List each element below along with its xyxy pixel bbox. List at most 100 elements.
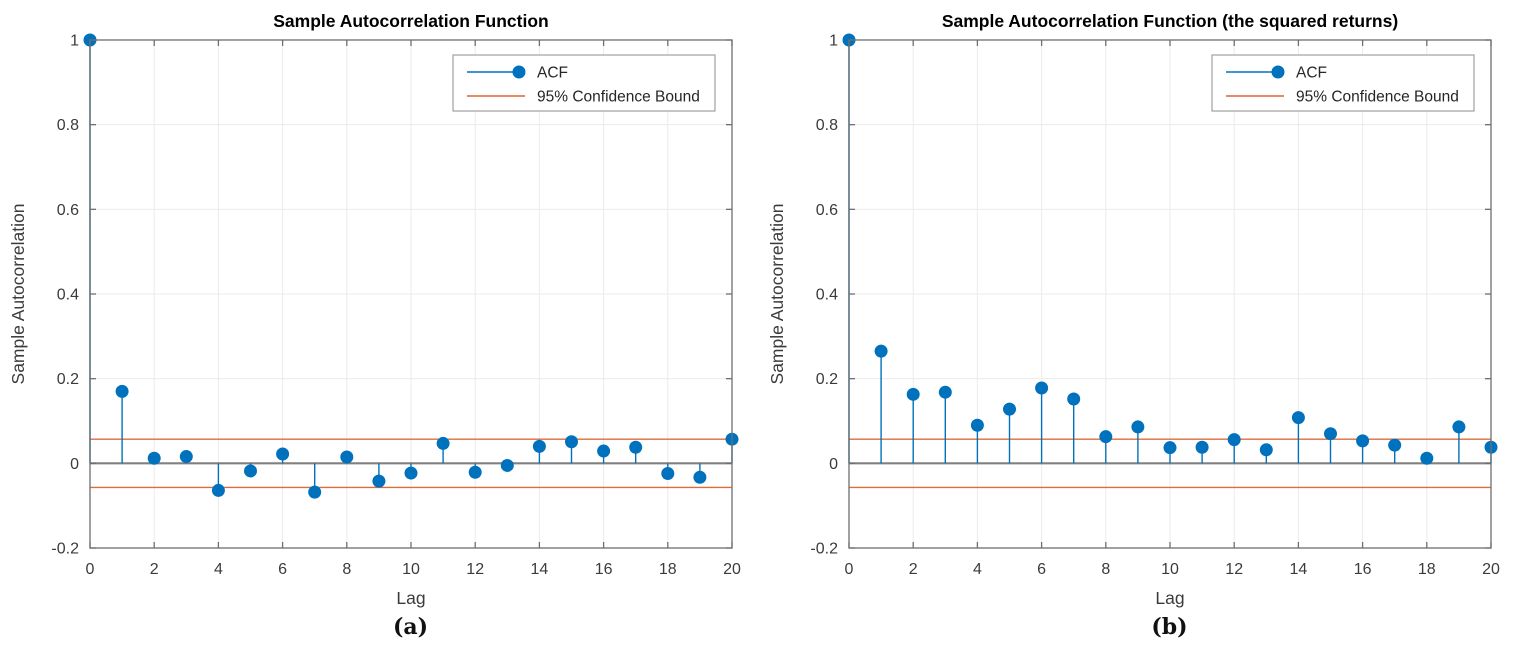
acf-marker	[372, 474, 386, 488]
acf-marker	[629, 440, 643, 454]
legend: ACF 95% Confidence Bound	[452, 54, 716, 112]
chart-title: Sample Autocorrelation Function (the squ…	[942, 11, 1398, 31]
acf-marker	[1003, 402, 1016, 416]
x-tick-label: 12	[466, 561, 484, 578]
x-tick-label: 2	[909, 561, 918, 578]
y-tick-label: 1	[70, 33, 79, 50]
acf-marker	[179, 450, 193, 464]
x-tick-label: 4	[214, 561, 223, 578]
y-tick-label: 0.6	[816, 202, 838, 219]
acf-marker	[597, 444, 611, 458]
acf-marker	[938, 385, 952, 399]
x-tick-label: 16	[1354, 561, 1372, 578]
confidence-bounds	[849, 438, 1491, 489]
y-axis-label: Sample Autocorrelation	[767, 204, 787, 385]
acf-marker	[661, 466, 675, 480]
x-tick-label: 0	[845, 561, 854, 578]
acf-marker	[308, 485, 322, 499]
x-tick-label: 8	[1101, 561, 1110, 578]
acf-marker	[1227, 433, 1241, 447]
acf-marker	[147, 451, 161, 465]
caption-b: (b)	[1151, 614, 1188, 640]
caption-a: (a)	[392, 614, 429, 640]
y-tick-label: 0.8	[57, 117, 79, 134]
y-tick-label: 0.6	[57, 202, 79, 219]
tick-marks	[848, 39, 1492, 549]
panel-a: 0 2 4 6 8 10 12 14 16 18 20 -0.2 0 0.2 0.4 0.6 0.8 1 Sampl…	[0, 0, 759, 640]
x-tick-label: 10	[1161, 561, 1179, 578]
acf-marker	[1324, 427, 1337, 441]
y-tick-label: 0.4	[816, 287, 838, 304]
x-tick-label: 6	[1037, 561, 1046, 578]
acf-marker	[244, 464, 257, 478]
x-tick-label: 18	[659, 561, 677, 578]
legend: ACF 95% Confidence Bound	[1211, 54, 1475, 112]
y-tick-label: -0.2	[51, 541, 79, 558]
acf-marker	[500, 458, 514, 472]
x-tick-label: 18	[1418, 561, 1436, 578]
acf-marker	[1356, 434, 1370, 448]
x-tick-label: 2	[150, 561, 159, 578]
acf-marker	[693, 470, 707, 484]
acf-marker	[1035, 381, 1049, 395]
confidence-bounds	[90, 438, 732, 489]
legend-box	[1211, 54, 1475, 112]
acf-marker	[340, 450, 354, 464]
legend-acf-marker	[1271, 65, 1285, 79]
x-tick-label: 14	[1290, 561, 1308, 578]
acf-marker	[970, 418, 984, 432]
acf-marker	[1067, 392, 1081, 406]
acf-figure: 0 2 4 6 8 10 12 14 16 18 20 -0.2 0 0.2 0.4 0.6 0.8 1 Sampl…	[0, 0, 1518, 640]
acf-marker	[532, 439, 546, 453]
y-tick-label: 0	[829, 456, 838, 473]
x-tick-label: 10	[402, 561, 420, 578]
acf-marker	[1099, 430, 1113, 444]
acf-marker	[404, 466, 418, 480]
y-tick-label: 0.8	[816, 117, 838, 134]
acf-marker	[874, 344, 888, 358]
acf-marker	[1259, 443, 1273, 457]
x-axis-label: Lag	[1155, 588, 1184, 608]
x-axis-label: Lag	[396, 588, 425, 608]
acf-marker	[211, 483, 225, 497]
chart-title: Sample Autocorrelation Function	[273, 11, 548, 31]
acf-marker	[1291, 411, 1305, 425]
y-tick-label: 0	[70, 456, 79, 473]
acf-marker	[1163, 441, 1177, 455]
tick-marks	[89, 39, 733, 549]
y-tick-label: 0.2	[816, 371, 838, 388]
x-tick-label: 20	[1482, 561, 1500, 578]
acf-chart-a: 0 2 4 6 8 10 12 14 16 18 20 -0.2 0 0.2 0.4 0.6 0.8 1 Sampl…	[0, 0, 759, 612]
y-tick-label: -0.2	[810, 541, 838, 558]
x-tick-label: 12	[1225, 561, 1243, 578]
acf-marker	[1131, 420, 1145, 434]
x-tick-label: 16	[595, 561, 613, 578]
legend-label-acf: ACF	[1296, 65, 1327, 82]
acf-chart-b: 0 2 4 6 8 10 12 14 16 18 20 -0.2 0 0.2 0.4 0.6 0.8 1 Sampl…	[759, 0, 1518, 612]
panel-b: 0 2 4 6 8 10 12 14 16 18 20 -0.2 0 0.2 0.4 0.6 0.8 1 Sampl…	[759, 0, 1518, 640]
y-tick-label: 0.4	[57, 287, 79, 304]
legend-label-confidence-bound: 95% Confidence Bound	[1296, 89, 1459, 106]
acf-marker	[1452, 420, 1466, 434]
y-tick-label: 1	[829, 33, 838, 50]
acf-marker	[1388, 438, 1402, 452]
legend-label-confidence-bound: 95% Confidence Bound	[537, 89, 700, 106]
x-tick-label: 8	[342, 561, 351, 578]
acf-marker	[565, 435, 578, 449]
acf-marker	[115, 384, 129, 398]
legend-acf-marker	[512, 65, 526, 79]
legend-box	[452, 54, 716, 112]
acf-marker	[436, 436, 450, 450]
x-tick-label: 0	[86, 561, 95, 578]
x-tick-label: 20	[723, 561, 741, 578]
legend-label-acf: ACF	[537, 65, 568, 82]
acf-marker	[468, 465, 482, 479]
x-tick-label: 4	[973, 561, 982, 578]
y-tick-label: 0.2	[57, 371, 79, 388]
x-tick-label: 6	[278, 561, 287, 578]
acf-marker	[276, 447, 290, 461]
acf-marker	[1195, 440, 1209, 454]
y-axis-label: Sample Autocorrelation	[8, 204, 28, 385]
acf-marker	[1420, 451, 1434, 465]
acf-marker	[906, 387, 920, 401]
